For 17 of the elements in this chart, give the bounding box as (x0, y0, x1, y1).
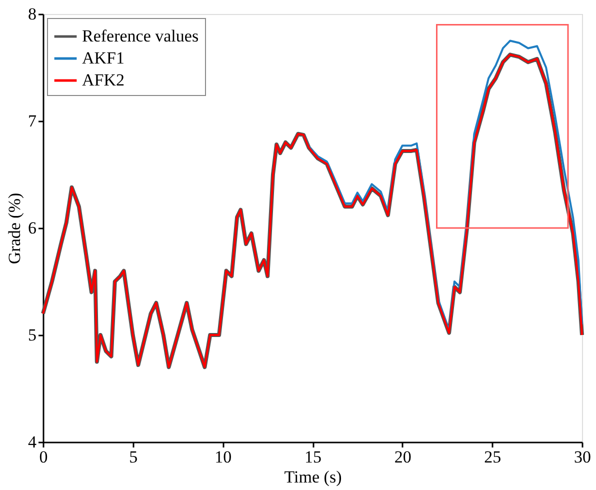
x-axis-title: Time (s) (284, 468, 342, 486)
legend-label: AKF1 (82, 48, 125, 68)
x-tick-label: 15 (304, 448, 322, 466)
legend-label: Reference values (82, 26, 199, 46)
legend-label: AFK2 (82, 70, 125, 90)
y-tick-label: 6 (28, 218, 36, 238)
x-tick-label: 5 (129, 448, 138, 466)
y-axis-title: Grade (%) (5, 192, 24, 264)
y-tick-label: 8 (28, 4, 36, 24)
y-tick-label: 4 (28, 432, 37, 452)
x-tick-label: 10 (214, 448, 232, 466)
y-tick-label: 7 (28, 112, 37, 130)
x-tick-label: 0 (39, 448, 48, 466)
x-tick-label: 30 (574, 448, 591, 466)
x-tick-label: 20 (394, 448, 412, 466)
y-tick-label: 5 (28, 326, 36, 344)
x-tick-label: 25 (484, 448, 502, 466)
